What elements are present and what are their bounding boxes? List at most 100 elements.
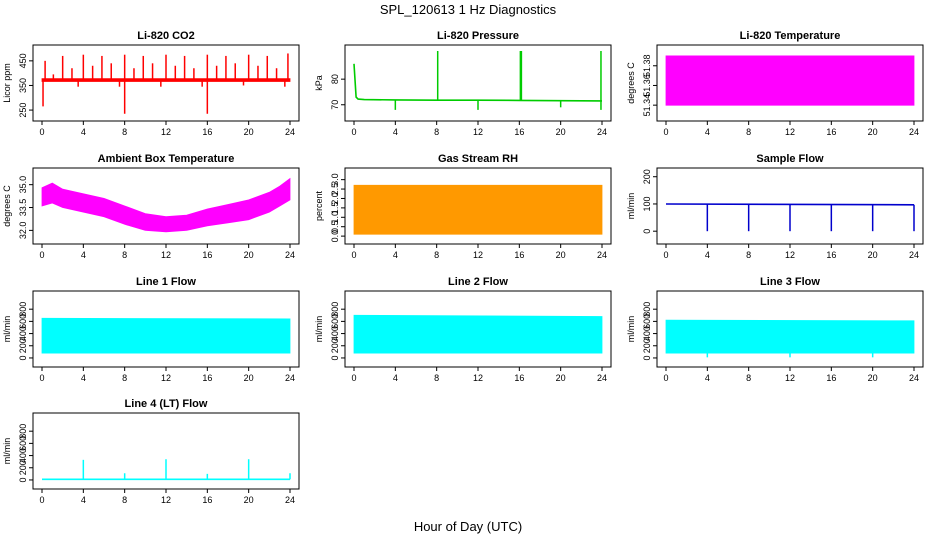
panel-line1: Line 1 Flow ml/min 0 4 8 12 16 20 24 0 20040060080… xyxy=(2,276,300,383)
y-tick-label: 800 xyxy=(18,424,28,439)
x-tick-label: 20 xyxy=(556,373,566,383)
series-band-0 xyxy=(665,319,915,354)
y-tick-label: 600 xyxy=(330,314,340,329)
x-tick-label: 20 xyxy=(244,127,254,137)
y-axis-label: percent xyxy=(314,190,324,221)
x-tick-label: 16 xyxy=(826,373,836,383)
x-tick-label: 24 xyxy=(285,127,295,137)
x-tick-label: 0 xyxy=(351,373,356,383)
x-tick-label: 16 xyxy=(514,127,524,137)
y-tick-label: 400 xyxy=(18,448,28,463)
x-tick-label: 24 xyxy=(909,127,919,137)
y-tick-label: 33.5 xyxy=(18,199,28,217)
y-tick-label: 70 xyxy=(330,100,340,110)
series-band-0 xyxy=(353,184,603,235)
y-axis-label: ml/min xyxy=(2,438,12,465)
y-tick-label: 1.0 xyxy=(330,211,340,224)
x-tick-label: 4 xyxy=(705,250,710,260)
x-tick-label: 12 xyxy=(785,250,795,260)
y-tick-label: 3.0 xyxy=(330,173,340,186)
y-tick-label: 200 xyxy=(642,169,652,184)
y-tick-label: 800 xyxy=(330,302,340,317)
x-tick-label: 20 xyxy=(244,250,254,260)
y-axis-label: ml/min xyxy=(626,316,636,343)
y-tick-label: 400 xyxy=(18,326,28,341)
y-tick-label: 200 xyxy=(330,338,340,353)
y-tick-label: 200 xyxy=(642,338,652,353)
series-line-0 xyxy=(353,63,603,102)
x-tick-label: 12 xyxy=(161,495,171,505)
x-tick-label: 24 xyxy=(597,127,607,137)
y-tick-label: 0 xyxy=(18,355,28,360)
y-tick-label: 0.0 xyxy=(330,230,340,243)
x-tick-label: 8 xyxy=(434,250,439,260)
x-tick-label: 16 xyxy=(202,127,212,137)
x-tick-label: 24 xyxy=(285,250,295,260)
panel-pressure: Li-820 Pressure kPa 0 4 8 12 16 20 24 70 80 xyxy=(314,30,612,137)
x-tick-label: 20 xyxy=(868,373,878,383)
x-tick-label: 4 xyxy=(81,250,86,260)
x-tick-label: 0 xyxy=(663,250,668,260)
x-tick-label: 4 xyxy=(81,127,86,137)
y-tick-label: 2.0 xyxy=(330,192,340,205)
y-axis-label: Licor ppm xyxy=(2,63,12,103)
x-tick-label: 16 xyxy=(826,250,836,260)
panel-title: Line 1 Flow xyxy=(136,276,196,288)
figure-x-axis-label: Hour of Day (UTC) xyxy=(414,519,522,534)
series-band-0 xyxy=(41,177,291,233)
panel-box_temp: Ambient Box Temperature degrees C 0 4 8 12 16 2… xyxy=(2,153,300,260)
panel-line3: Line 3 Flow ml/min 0 4 8 12 16 20 24 0 20040060080… xyxy=(626,276,924,383)
panel-rh: Gas Stream RH percent 0 4 8 12 16 20 24 0.00.51.0… xyxy=(314,153,612,260)
x-tick-label: 20 xyxy=(868,250,878,260)
x-tick-label: 24 xyxy=(909,373,919,383)
x-tick-label: 8 xyxy=(746,250,751,260)
y-tick-label: 1.5 xyxy=(330,202,340,215)
y-tick-label: 250 xyxy=(18,103,28,118)
y-tick-label: 800 xyxy=(642,302,652,317)
x-tick-label: 12 xyxy=(161,250,171,260)
x-tick-label: 8 xyxy=(122,250,127,260)
x-tick-label: 0 xyxy=(39,127,44,137)
x-tick-label: 12 xyxy=(473,250,483,260)
x-tick-label: 20 xyxy=(556,250,566,260)
x-tick-label: 16 xyxy=(202,250,212,260)
x-tick-label: 8 xyxy=(122,127,127,137)
y-tick-label: 80 xyxy=(330,74,340,84)
panel-title: Line 2 Flow xyxy=(448,276,508,288)
panel-title: Ambient Box Temperature xyxy=(98,153,235,165)
x-tick-label: 8 xyxy=(122,495,127,505)
x-tick-label: 20 xyxy=(244,373,254,383)
x-tick-label: 24 xyxy=(285,373,295,383)
x-tick-label: 0 xyxy=(39,373,44,383)
x-tick-label: 4 xyxy=(393,373,398,383)
y-tick-label: 0 xyxy=(642,229,652,234)
panel-title: Li-820 CO2 xyxy=(137,30,194,42)
panel-line2: Line 2 Flow ml/min 0 4 8 12 16 20 24 0 20040060080… xyxy=(314,276,612,383)
x-tick-label: 20 xyxy=(868,127,878,137)
x-tick-label: 8 xyxy=(746,127,751,137)
x-tick-label: 24 xyxy=(597,373,607,383)
x-tick-label: 0 xyxy=(663,373,668,383)
y-tick-label: 200 xyxy=(18,338,28,353)
y-tick-label: 600 xyxy=(642,314,652,329)
panel-title: Li-820 Temperature xyxy=(740,30,841,42)
x-tick-label: 4 xyxy=(81,495,86,505)
y-axis-label: degrees C xyxy=(626,62,636,104)
figure-title: SPL_120613 1 Hz Diagnostics xyxy=(380,2,557,17)
x-tick-label: 12 xyxy=(473,127,483,137)
panel-line4: Line 4 (LT) Flow ml/min 0 4 8 12 16 20 24 0 200400… xyxy=(2,398,300,505)
panel-title: Line 3 Flow xyxy=(760,276,820,288)
y-tick-label: 2.5 xyxy=(330,183,340,196)
x-tick-label: 0 xyxy=(351,250,356,260)
series-band-0 xyxy=(353,314,603,354)
y-tick-label: 100 xyxy=(642,196,652,211)
x-tick-label: 4 xyxy=(705,127,710,137)
y-tick-label: 600 xyxy=(18,436,28,451)
y-tick-label: 32.0 xyxy=(18,222,28,240)
y-tick-label: 600 xyxy=(18,314,28,329)
series-band-0 xyxy=(665,55,915,106)
y-axis-label: ml/min xyxy=(314,316,324,343)
x-tick-label: 20 xyxy=(556,127,566,137)
